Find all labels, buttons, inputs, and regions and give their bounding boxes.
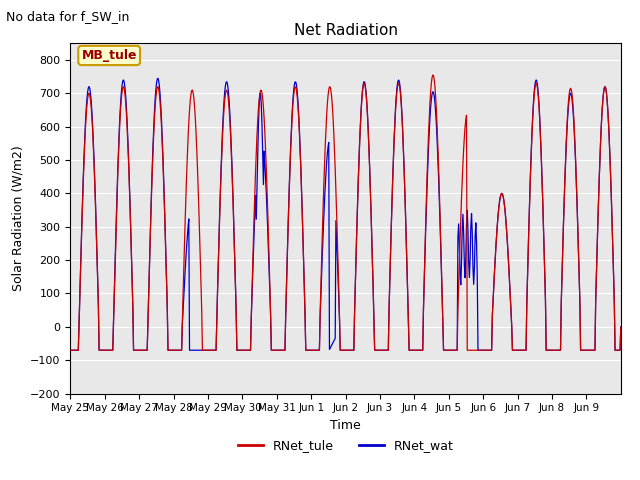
Title: Net Radiation: Net Radiation	[294, 23, 397, 38]
Text: No data for f_SW_in: No data for f_SW_in	[6, 10, 130, 23]
Legend: RNet_tule, RNet_wat: RNet_tule, RNet_wat	[233, 434, 458, 457]
Text: MB_tule: MB_tule	[81, 49, 137, 62]
Y-axis label: Solar Radiation (W/m2): Solar Radiation (W/m2)	[12, 145, 24, 291]
X-axis label: Time: Time	[330, 419, 361, 432]
